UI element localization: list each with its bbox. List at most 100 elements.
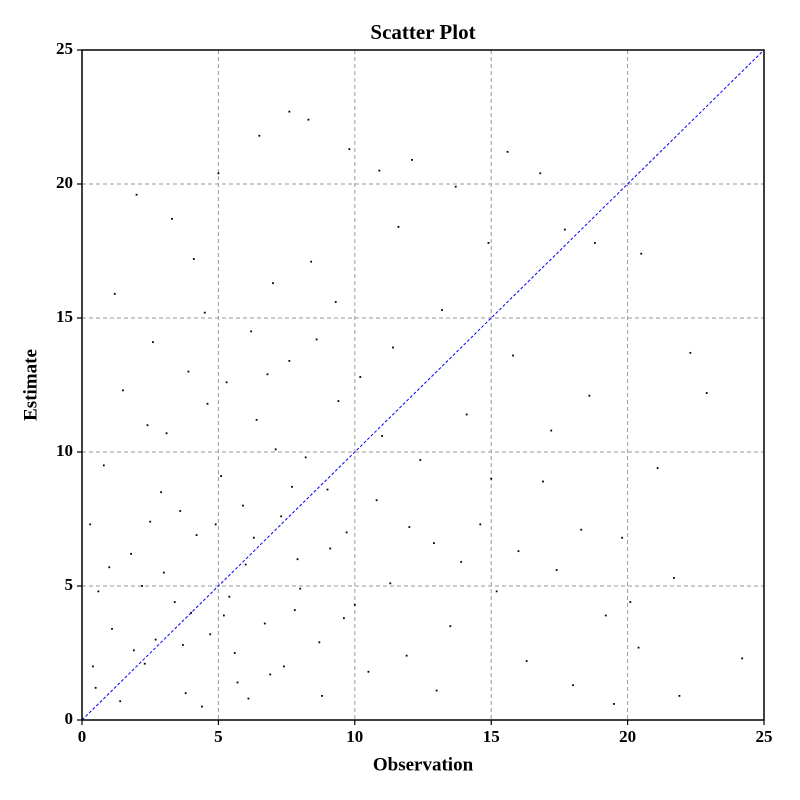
point: [621, 536, 624, 539]
point: [637, 646, 640, 649]
point: [130, 552, 133, 555]
point: [179, 510, 182, 512]
point: [247, 697, 250, 700]
point: [258, 134, 261, 137]
point: [656, 467, 659, 469]
point: [192, 258, 195, 260]
point: [272, 282, 274, 285]
point: [550, 429, 553, 432]
point: [449, 625, 452, 628]
point: [252, 536, 255, 539]
point: [454, 185, 457, 188]
point: [89, 523, 92, 526]
point: [580, 528, 583, 531]
point: [640, 252, 643, 255]
point: [288, 110, 291, 113]
point: [187, 370, 190, 373]
point: [315, 338, 318, 341]
point: [542, 480, 544, 483]
point: [353, 603, 356, 606]
point: [111, 627, 113, 630]
y-tick-label: 25: [56, 39, 73, 58]
point: [539, 172, 542, 175]
point: [143, 662, 146, 665]
point: [266, 373, 269, 376]
point: [222, 614, 225, 617]
x-tick-label: 0: [78, 727, 87, 746]
point: [201, 705, 203, 708]
point: [563, 228, 566, 231]
point: [689, 351, 692, 354]
point: [228, 595, 231, 598]
point: [160, 491, 163, 494]
point: [381, 435, 383, 437]
point: [375, 499, 378, 502]
point: [525, 660, 528, 662]
point: [154, 638, 157, 641]
point: [348, 148, 351, 151]
point: [506, 150, 509, 153]
point: [173, 601, 176, 603]
point: [487, 242, 490, 244]
y-tick-label: 15: [56, 307, 73, 326]
point: [419, 459, 422, 461]
point: [465, 413, 468, 416]
point: [304, 456, 307, 459]
x-tick-label: 5: [214, 727, 223, 746]
point: [555, 569, 558, 571]
y-tick-label: 0: [65, 709, 74, 728]
point: [604, 614, 607, 617]
point: [263, 622, 266, 625]
point: [269, 673, 272, 676]
point: [613, 703, 615, 705]
point: [593, 242, 596, 244]
point: [236, 681, 239, 684]
point: [293, 609, 296, 612]
point: [108, 566, 111, 569]
point: [397, 225, 400, 228]
point: [141, 585, 143, 587]
point: [678, 694, 681, 697]
point: [206, 402, 209, 405]
plot-frame: [81, 49, 765, 721]
point: [182, 644, 184, 646]
point: [378, 169, 381, 172]
point: [242, 504, 244, 507]
point: [97, 590, 100, 593]
point: [705, 392, 708, 394]
x-tick-label: 25: [756, 727, 773, 746]
point: [250, 330, 253, 333]
point: [255, 418, 258, 421]
point: [280, 515, 283, 518]
point: [329, 547, 332, 550]
point: [334, 301, 337, 303]
point: [220, 475, 223, 478]
point: [517, 550, 520, 553]
point: [359, 376, 362, 378]
point: [149, 520, 152, 523]
y-tick-label: 20: [56, 173, 73, 192]
point: [411, 158, 413, 161]
point: [288, 359, 291, 362]
chart-title: Scatter Plot: [370, 20, 475, 44]
y-tick-label: 10: [56, 441, 73, 460]
point: [214, 523, 217, 526]
point: [113, 292, 116, 295]
point: [479, 523, 482, 526]
reference-line: [81, 49, 765, 721]
point: [146, 424, 149, 427]
point: [435, 689, 438, 692]
y-tick-label: 5: [65, 575, 74, 594]
point: [94, 686, 97, 689]
point: [512, 354, 514, 357]
point: [673, 577, 675, 579]
point: [225, 381, 228, 384]
point: [367, 670, 370, 673]
point: [408, 526, 411, 528]
point: [460, 560, 463, 563]
point: [132, 649, 135, 652]
point: [299, 587, 302, 590]
point: [184, 692, 187, 695]
point: [165, 432, 168, 435]
